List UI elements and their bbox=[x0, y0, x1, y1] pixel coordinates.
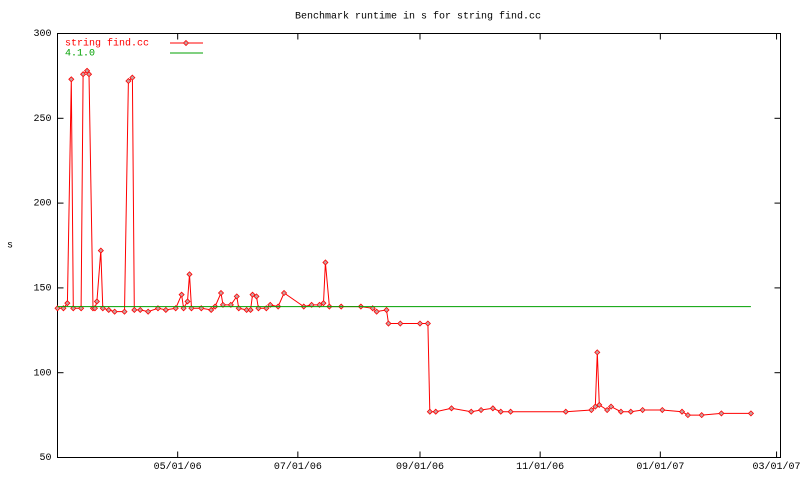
data-point bbox=[184, 298, 191, 305]
x-tick-label: 09/01/06 bbox=[396, 461, 444, 473]
data-point bbox=[145, 308, 152, 315]
data-point bbox=[659, 406, 666, 414]
data-point bbox=[208, 306, 215, 314]
data-point bbox=[373, 308, 380, 315]
data-point bbox=[247, 306, 254, 314]
legend-marker bbox=[182, 39, 190, 47]
data-point bbox=[125, 77, 132, 85]
data-point bbox=[507, 408, 514, 415]
data-point bbox=[678, 408, 686, 415]
y-tick-label: 100 bbox=[33, 368, 51, 379]
data-point bbox=[497, 408, 504, 415]
legend-label: 4.1.0 bbox=[65, 49, 95, 60]
data-point bbox=[383, 306, 390, 314]
data-point bbox=[562, 408, 569, 415]
y-tick-label: 200 bbox=[33, 199, 51, 210]
data-point bbox=[747, 410, 755, 417]
data-point bbox=[604, 406, 611, 414]
data-point bbox=[280, 289, 288, 297]
data-point bbox=[608, 403, 615, 410]
data-point bbox=[477, 406, 485, 414]
data-point bbox=[617, 408, 624, 415]
data-point bbox=[186, 271, 193, 278]
data-point bbox=[426, 408, 433, 415]
data-point bbox=[489, 405, 496, 412]
data-point bbox=[111, 308, 118, 315]
y-tick-label: 50 bbox=[39, 453, 51, 464]
data-point bbox=[596, 401, 603, 408]
data-point bbox=[80, 71, 87, 78]
data-point bbox=[588, 406, 595, 414]
data-point bbox=[129, 74, 136, 81]
series-line bbox=[57, 70, 751, 416]
y-tick-label: 300 bbox=[33, 29, 51, 40]
x-tick-label: 01/01/07 bbox=[636, 461, 684, 473]
legend-label: string find.cc bbox=[65, 38, 149, 50]
data-point bbox=[416, 320, 424, 327]
x-tick-label: 03/01/07 bbox=[753, 461, 800, 473]
data-point bbox=[64, 300, 71, 307]
chart-title: Benchmark runtime in s for string find.c… bbox=[295, 11, 541, 23]
data-point bbox=[448, 405, 455, 412]
data-point bbox=[592, 403, 599, 410]
data-point bbox=[718, 410, 725, 417]
data-point bbox=[627, 408, 634, 415]
data-point bbox=[97, 247, 104, 254]
y-tick-label: 250 bbox=[33, 114, 51, 125]
data-point bbox=[468, 408, 475, 415]
data-point bbox=[121, 308, 128, 315]
data-point bbox=[162, 306, 169, 314]
data-point bbox=[178, 291, 185, 298]
data-point bbox=[320, 300, 327, 307]
data-point bbox=[253, 293, 260, 300]
data-point bbox=[397, 320, 404, 327]
data-point bbox=[68, 76, 75, 83]
y-tick-label: 150 bbox=[33, 284, 51, 295]
data-point bbox=[217, 289, 225, 297]
data-point bbox=[105, 306, 112, 314]
x-tick-label: 11/01/06 bbox=[516, 461, 564, 473]
x-tick-label: 05/01/06 bbox=[154, 461, 202, 473]
plot-frame bbox=[57, 33, 781, 458]
data-point bbox=[243, 306, 250, 314]
data-point bbox=[684, 412, 691, 419]
data-point bbox=[639, 406, 646, 414]
data-point bbox=[594, 349, 601, 356]
x-tick-label: 07/01/06 bbox=[274, 461, 322, 473]
data-point bbox=[93, 298, 100, 305]
data-point bbox=[424, 320, 431, 327]
data-point bbox=[432, 408, 439, 415]
data-point bbox=[137, 306, 144, 314]
data-point bbox=[85, 71, 93, 78]
y-axis-label: s bbox=[7, 241, 13, 252]
data-point bbox=[249, 291, 256, 298]
data-point bbox=[322, 259, 329, 266]
data-point bbox=[233, 293, 240, 300]
data-point bbox=[131, 306, 138, 314]
data-point bbox=[385, 320, 392, 327]
data-point bbox=[698, 412, 705, 419]
